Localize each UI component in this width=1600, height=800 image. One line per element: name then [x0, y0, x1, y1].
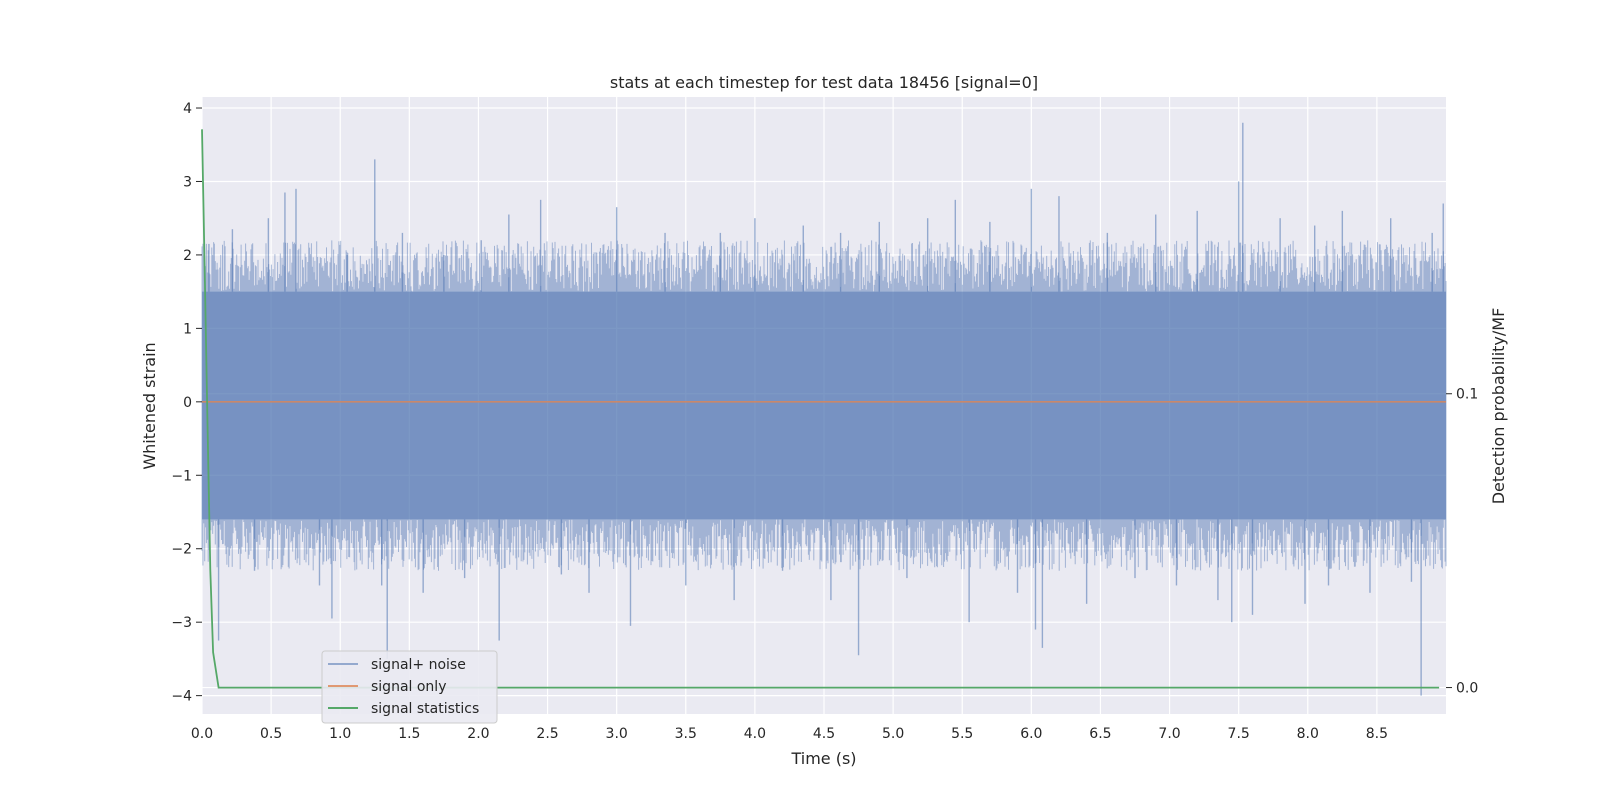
x-tick-label: 7.5 [1228, 726, 1250, 742]
x-axis-label: Time (s) [790, 749, 856, 768]
x-tick-label: 0.0 [191, 726, 213, 742]
x-tick-label: 2.5 [536, 726, 558, 742]
y2-axis-label: Detection probability/MF [1489, 308, 1508, 505]
y-tick-label: 1 [183, 321, 192, 337]
y2-tick-label: 0.1 [1456, 387, 1478, 403]
x-tick-label: 6.5 [1089, 726, 1111, 742]
y-tick-label: −1 [171, 468, 192, 484]
y-tick-label: 4 [183, 101, 192, 117]
x-tick-label: 3.5 [675, 726, 697, 742]
x-tick-label: 6.0 [1020, 726, 1042, 742]
noise-layer [201, 122, 1447, 696]
x-tick-label: 4.0 [744, 726, 766, 742]
x-tick-label: 5.5 [951, 726, 973, 742]
x-tick-label: 1.0 [329, 726, 351, 742]
legend-label-signal-noise: signal+ noise [371, 657, 466, 673]
x-tick-label: 3.0 [606, 726, 628, 742]
y-tick-label: 2 [183, 248, 192, 264]
legend-label-signal-statistics: signal statistics [371, 701, 479, 717]
y2-ticks: 0.1 0.0 [1446, 387, 1478, 697]
noise-band [202, 291, 1446, 520]
chart-title: stats at each timestep for test data 184… [610, 73, 1038, 92]
y-tick-label: −4 [171, 689, 192, 705]
y2-tick-label: 0.0 [1456, 681, 1478, 697]
x-tick-label: 2.0 [467, 726, 489, 742]
y-tick-label: −2 [171, 542, 192, 558]
y-tick-label: 0 [183, 395, 192, 411]
x-tick-label: 8.5 [1366, 726, 1388, 742]
legend-label-signal-only: signal only [371, 679, 446, 695]
x-tick-label: 4.5 [813, 726, 835, 742]
legend: signal+ noise signal only signal statist… [321, 650, 498, 724]
y-tick-label: 3 [183, 174, 192, 190]
x-tick-label: 5.0 [882, 726, 904, 742]
x-tick-label: 8.0 [1297, 726, 1319, 742]
x-ticks: 0.0 0.5 1.0 1.5 2.0 2.5 3.0 3.5 4.0 4.5 5.0 5.5 6.0 6… [191, 726, 1388, 742]
series-signal-noise-trace [201, 240, 1447, 571]
y-tick-label: −3 [171, 615, 192, 631]
x-tick-label: 0.5 [260, 726, 282, 742]
x-tick-label: 1.5 [398, 726, 420, 742]
legend-box [321, 650, 498, 724]
y-axis-label: Whitened strain [140, 342, 159, 469]
x-tick-label: 7.0 [1158, 726, 1180, 742]
y-ticks: 4 3 2 1 0 −1 −2 −3 −4 [171, 101, 202, 705]
